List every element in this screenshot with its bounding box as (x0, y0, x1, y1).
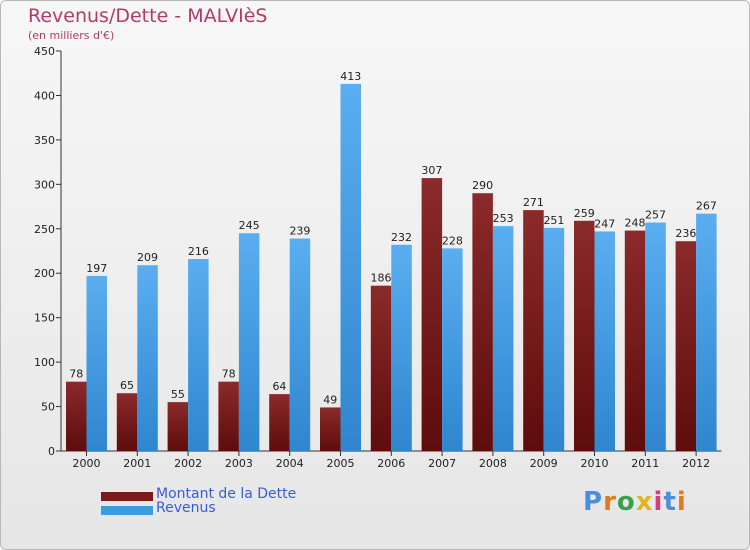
legend-swatch-dette (101, 492, 153, 501)
bar-dette (269, 394, 290, 451)
data-label-dette: 65 (120, 379, 134, 392)
data-label-dette: 248 (625, 217, 646, 230)
data-label-dette: 49 (323, 393, 337, 406)
bar-revenus (696, 213, 717, 451)
data-label-revenus: 413 (340, 70, 361, 83)
bar-revenus (391, 244, 412, 451)
y-tick-label: 250 (34, 223, 55, 236)
y-tick-label: 50 (41, 401, 55, 414)
data-label-dette: 259 (574, 207, 595, 220)
x-tick-label: 2008 (479, 457, 507, 470)
bar-dette (218, 381, 239, 451)
data-label-revenus: 245 (239, 219, 260, 232)
data-label-revenus: 216 (188, 245, 209, 258)
data-label-revenus: 267 (696, 200, 717, 213)
y-tick-label: 450 (34, 45, 55, 58)
bar-revenus (188, 259, 209, 451)
data-label-dette: 236 (675, 227, 696, 240)
logo-letter: t (663, 487, 677, 517)
x-tick-label: 2000 (73, 457, 101, 470)
data-label-revenus: 239 (289, 225, 310, 238)
y-tick-label: 350 (34, 134, 55, 147)
x-tick-label: 2011 (631, 457, 659, 470)
data-label-dette: 78 (69, 368, 83, 381)
x-tick-label: 2009 (530, 457, 558, 470)
y-tick-label: 400 (34, 89, 55, 102)
x-tick-label: 2002 (174, 457, 202, 470)
bar-revenus (86, 275, 107, 451)
data-label-dette: 78 (222, 368, 236, 381)
x-tick-label: 2001 (123, 457, 151, 470)
y-tick-label: 200 (34, 267, 55, 280)
bar-dette (523, 210, 544, 451)
data-label-dette: 307 (421, 164, 442, 177)
x-tick-label: 2006 (377, 457, 405, 470)
logo-letter: r (603, 487, 617, 517)
y-tick-label: 150 (34, 312, 55, 325)
bar-dette (370, 285, 392, 451)
bar-revenus (238, 233, 260, 451)
bar-revenus (543, 227, 565, 451)
x-tick-label: 2010 (581, 457, 609, 470)
legend-label-revenus: Revenus (156, 500, 216, 516)
data-label-revenus: 228 (442, 234, 463, 247)
data-label-revenus: 232 (391, 231, 412, 244)
data-label-revenus: 247 (594, 217, 615, 230)
x-tick-label: 2003 (225, 457, 253, 470)
data-label-dette: 186 (371, 272, 392, 285)
data-label-revenus: 209 (137, 251, 158, 264)
bar-dette (421, 178, 443, 451)
logo-letter: i (653, 487, 664, 517)
bar-dette (66, 381, 87, 451)
x-tick-label: 2012 (682, 457, 710, 470)
chart-title: Revenus/Dette - MALVIèS (28, 5, 268, 27)
logo-letter: i (676, 487, 687, 517)
x-tick-label: 2007 (428, 457, 456, 470)
bar-revenus (442, 248, 463, 451)
legend-swatch-revenus (101, 506, 153, 515)
data-label-dette: 64 (272, 380, 286, 393)
legend-label-dette: Montant de la Dette (156, 486, 297, 502)
data-label-revenus: 257 (645, 209, 666, 222)
logo-letter: P (583, 487, 604, 517)
bar-dette (675, 241, 697, 451)
bars (66, 83, 717, 451)
bar-revenus (289, 238, 311, 451)
data-label-dette: 290 (472, 179, 493, 192)
bar-revenus (340, 83, 361, 451)
y-tick-label: 100 (34, 356, 55, 369)
data-label-revenus: 251 (543, 214, 564, 227)
data-label-revenus: 197 (86, 262, 107, 275)
y-tick-label: 300 (34, 178, 55, 191)
bar-revenus (645, 222, 666, 451)
bar-dette (167, 402, 189, 451)
x-tick-label: 2005 (327, 457, 355, 470)
data-labels: 78 197 65 209 55 216 78 245 64 239 49 413 186 232 307 2… (69, 70, 717, 407)
proxiti-logo: Proxiti (583, 487, 687, 517)
bar-dette (624, 230, 646, 451)
data-label-dette: 271 (523, 196, 544, 209)
bar-dette (320, 407, 341, 451)
bar-revenus (492, 226, 514, 451)
x-tick-label: 2004 (276, 457, 304, 470)
chart-subtitle: (en milliers d'€) (28, 29, 115, 42)
bar-revenus (137, 265, 158, 451)
bar-revenus (594, 231, 615, 451)
bar-dette (574, 220, 595, 451)
data-label-revenus: 253 (493, 212, 514, 225)
logo-letter: x (635, 487, 654, 517)
logo-letter: o (616, 487, 636, 517)
bar-dette (116, 393, 138, 451)
y-tick-label: 0 (48, 445, 55, 458)
data-label-dette: 55 (171, 388, 185, 401)
bar-dette (472, 193, 493, 451)
